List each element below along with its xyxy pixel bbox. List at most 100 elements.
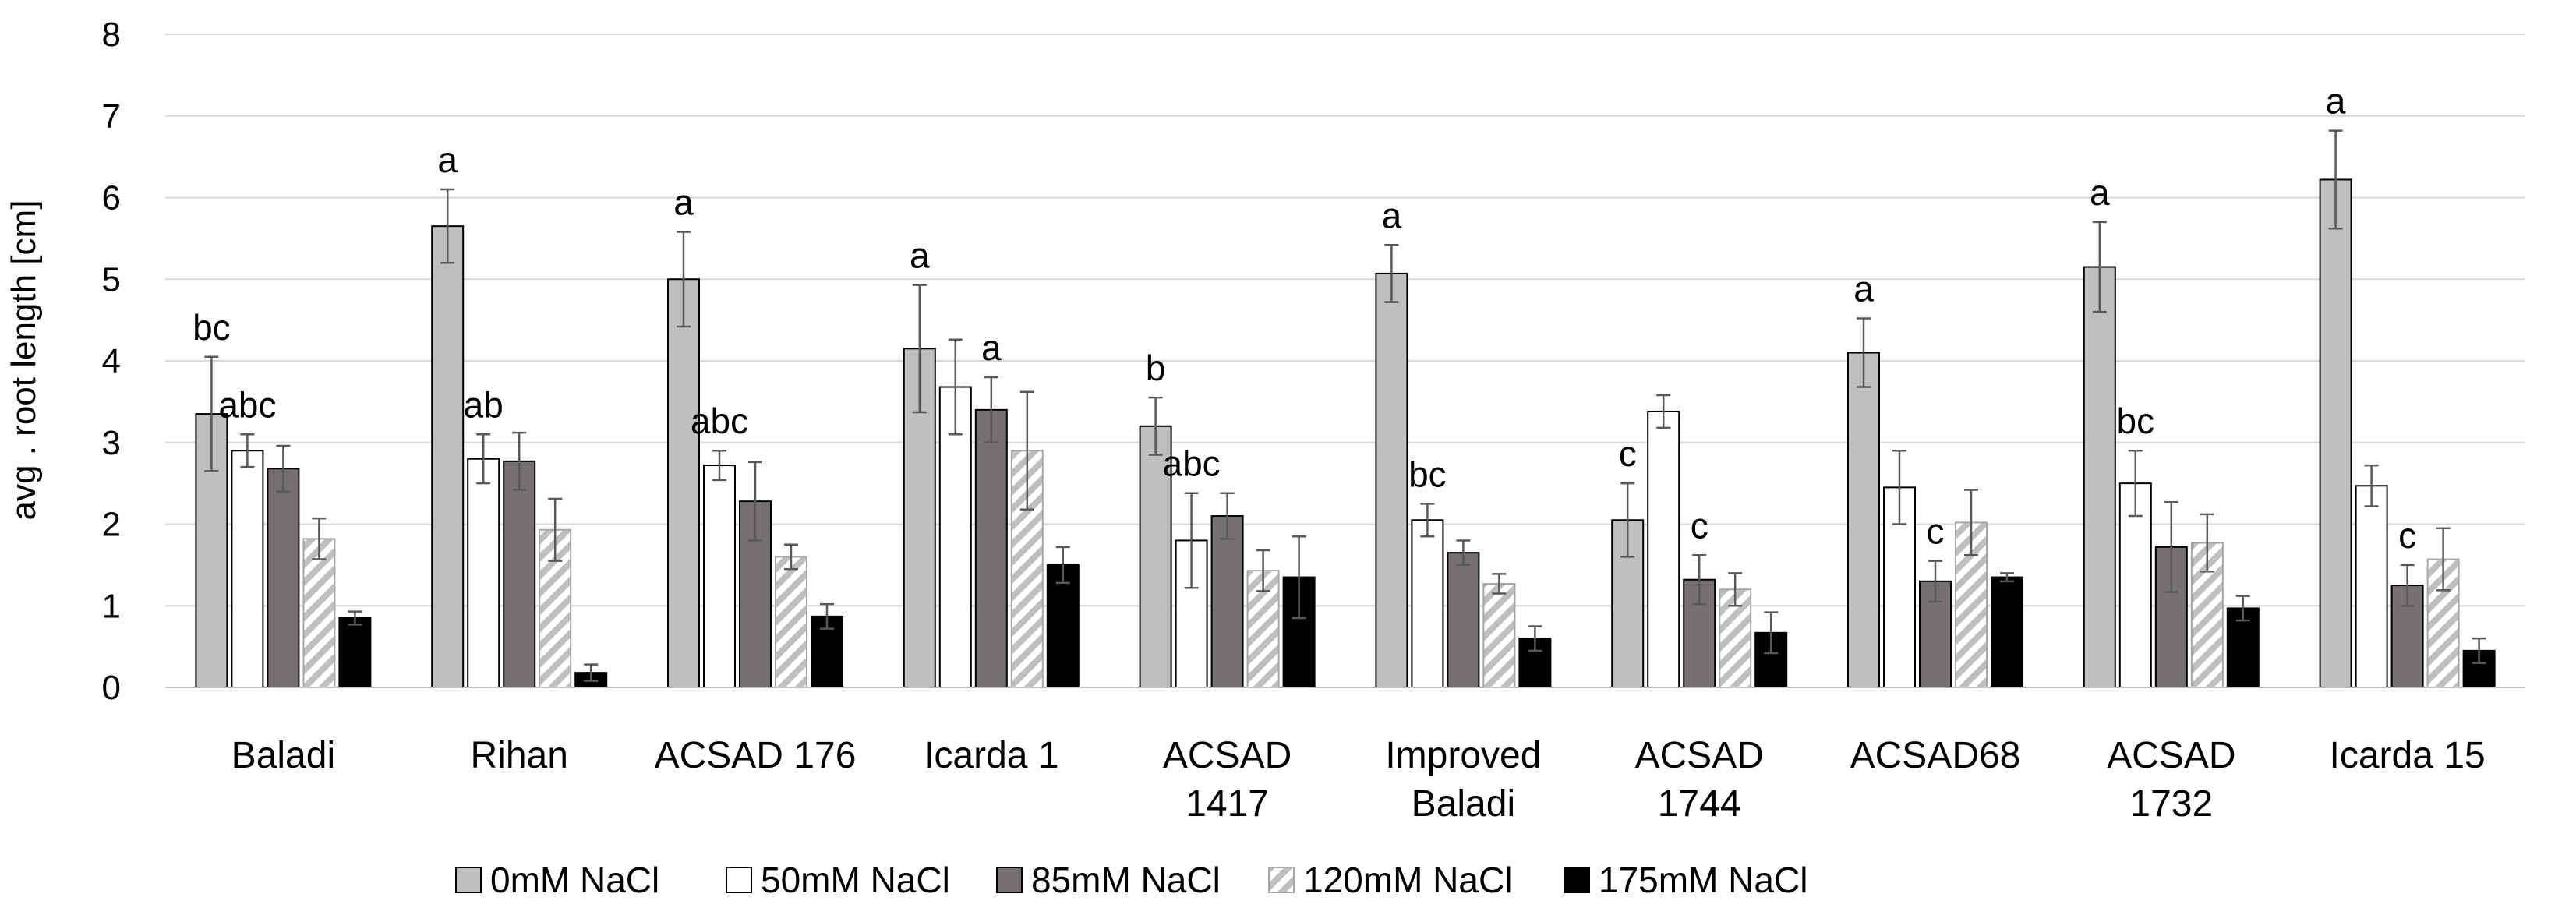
error-bar [548, 497, 563, 562]
category-label: 1732 [2129, 783, 2213, 825]
significance-letter: c [1619, 433, 1637, 474]
error-bar [1292, 535, 1306, 620]
error-bar [440, 188, 455, 264]
error-bar [1656, 394, 1671, 429]
error-bar [1184, 492, 1199, 589]
error-bar [1420, 503, 1435, 538]
category-label: Icarda 1 [924, 735, 1058, 776]
bar [1647, 410, 1680, 688]
legend-label: 0mM NaCl [490, 860, 659, 900]
bar [775, 556, 807, 689]
error-bar [1964, 489, 1978, 556]
error-bar [1892, 449, 1906, 525]
bar [1375, 272, 1408, 689]
bar [667, 278, 700, 688]
bar [1991, 576, 2023, 689]
category-label: Baladi [231, 735, 335, 776]
y-tick-label: 6 [102, 179, 121, 217]
error-bar [276, 444, 291, 493]
legend-label: 175mM NaCl [1599, 860, 1807, 900]
y-tick-label: 0 [102, 669, 121, 707]
error-bar [677, 231, 691, 328]
category-label: ACSAD [1635, 735, 1764, 776]
error-bar [512, 431, 527, 491]
significance-letter: abc [1163, 443, 1221, 484]
category-label: Icarda 15 [2330, 735, 2486, 776]
error-bar [2235, 595, 2250, 622]
category-label: 1417 [1186, 783, 1269, 825]
significance-letter: ab [464, 384, 504, 425]
legend-swatch [1564, 867, 1590, 893]
legend-swatch [455, 867, 482, 893]
significance-letter: a [1853, 269, 1874, 309]
legend-label: 50mM NaCl [761, 860, 950, 900]
bar [1482, 582, 1516, 689]
category-label: ACSAD68 [1850, 735, 2021, 776]
category-label: Baladi [1412, 783, 1515, 825]
y-tick-label: 5 [102, 260, 121, 299]
bar [267, 468, 300, 689]
significance-letter: c [2398, 515, 2416, 556]
significance-letter: a [673, 182, 694, 222]
y-tick-label: 3 [102, 424, 121, 462]
error-bar [1620, 482, 1635, 558]
error-bar [2000, 572, 2014, 583]
significance-letter: a [1382, 195, 1402, 235]
legend-label: 85mM NaCl [1031, 860, 1221, 900]
error-bar [2328, 129, 2343, 230]
error-bar [1456, 539, 1471, 567]
significance-letter: a [437, 140, 458, 180]
bar [467, 458, 500, 688]
legend-item: 85mM NaCl [996, 860, 1221, 900]
significance-letter: abc [218, 384, 276, 425]
error-bar [820, 602, 834, 630]
error-bar [348, 610, 362, 626]
y-tick-label: 4 [102, 342, 121, 380]
error-bar [1220, 492, 1235, 540]
legend-item: 175mM NaCl [1564, 860, 1807, 900]
significance-letter: c [1691, 505, 1708, 546]
significance-letter: a [981, 327, 1002, 368]
y-tick-label: 1 [102, 587, 121, 625]
category-label: Rihan [470, 735, 567, 776]
bar [338, 617, 372, 689]
bar [503, 460, 536, 689]
error-bar [784, 543, 798, 571]
significance-letter: a [2090, 172, 2110, 213]
error-bar [1528, 625, 1542, 652]
error-bar [1857, 317, 1871, 388]
error-bar [1764, 611, 1779, 655]
y-tick-label: 8 [102, 16, 121, 54]
error-bar [2436, 527, 2451, 592]
error-bar [1256, 549, 1270, 592]
significance-letter: abc [691, 401, 748, 441]
error-bars [204, 129, 2486, 682]
error-bar [476, 433, 491, 485]
error-bar [748, 461, 762, 542]
bar [1411, 519, 1444, 689]
bar [231, 450, 264, 688]
error-bar [2164, 500, 2178, 593]
error-bar [2364, 464, 2379, 507]
significance-letter: a [2326, 81, 2346, 122]
error-bar [1019, 390, 1034, 511]
bar [2355, 485, 2388, 689]
error-bar [2200, 513, 2214, 573]
bar [1139, 425, 1172, 688]
category-label: ACSAD 176 [655, 735, 857, 776]
error-bar [240, 433, 255, 468]
error-bar [1928, 560, 1942, 603]
error-bar [312, 517, 327, 560]
error-bar [912, 284, 927, 414]
significance-letter: c [1927, 511, 1945, 552]
significance-letter: a [910, 235, 930, 276]
legend-swatch [996, 867, 1023, 893]
bar [1847, 352, 1880, 688]
bar [703, 465, 736, 689]
bar [2083, 266, 2116, 689]
legend-swatch [726, 867, 752, 893]
bar [974, 408, 1008, 688]
error-bar [1384, 244, 1399, 303]
